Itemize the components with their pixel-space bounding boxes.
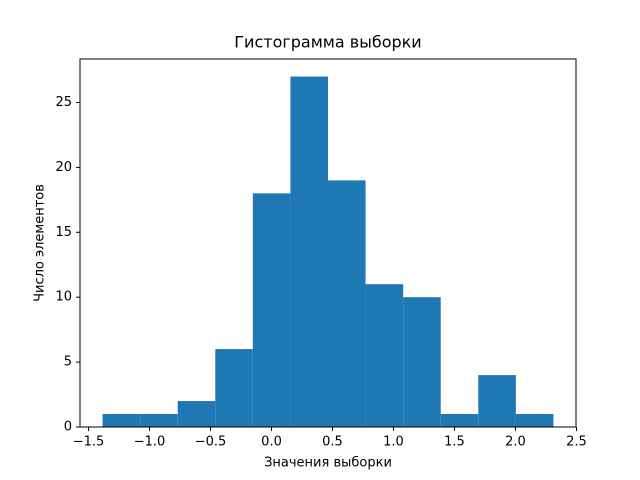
x-tick-label: 0.0	[261, 435, 282, 450]
chart-title: Гистограмма выборки	[234, 33, 421, 52]
bar	[478, 375, 516, 427]
x-tick-label: −1.0	[134, 435, 166, 450]
bar	[290, 76, 328, 428]
bar	[140, 414, 178, 427]
y-tick-label: 10	[55, 290, 72, 305]
bar	[440, 414, 479, 427]
bar	[365, 284, 404, 427]
x-tick-label: 2.0	[505, 435, 526, 450]
y-tick-label: 15	[55, 225, 72, 240]
x-tick-label: −1.5	[73, 435, 105, 450]
x-tick-label: 1.0	[383, 435, 404, 450]
x-axis-label: Значения выборки	[264, 456, 392, 471]
y-axis-label: Число элементов	[33, 184, 48, 302]
bar	[252, 193, 291, 427]
bar	[215, 349, 253, 427]
bar	[177, 401, 216, 427]
y-tick-label: 5	[64, 355, 72, 370]
bar	[328, 180, 366, 427]
bar	[403, 297, 441, 427]
y-tick-label: 20	[55, 160, 72, 175]
y-tick-label: 25	[55, 95, 72, 110]
y-tick-label: 0	[64, 420, 72, 435]
x-tick-label: −0.5	[195, 435, 227, 450]
x-tick-label: 1.5	[444, 435, 465, 450]
plot-frame	[79, 58, 577, 428]
bar	[515, 414, 554, 427]
bar	[102, 414, 141, 427]
x-tick-label: 0.5	[322, 435, 343, 450]
x-tick-label: 2.5	[566, 435, 587, 450]
